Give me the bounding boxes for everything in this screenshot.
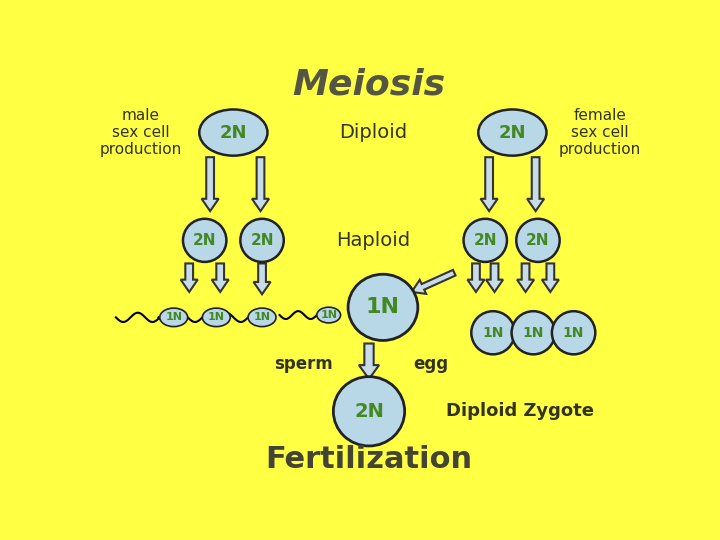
Text: 1N: 1N [366, 298, 400, 318]
FancyArrow shape [212, 264, 229, 292]
FancyArrow shape [181, 264, 198, 292]
Ellipse shape [348, 274, 418, 340]
Text: 2N: 2N [526, 233, 549, 248]
Ellipse shape [199, 110, 267, 156]
FancyArrow shape [412, 270, 456, 294]
Text: 2N: 2N [354, 402, 384, 421]
Text: 2N: 2N [220, 124, 247, 141]
Text: 2N: 2N [499, 124, 526, 141]
FancyArrow shape [359, 343, 379, 379]
Ellipse shape [472, 311, 515, 354]
Text: 1N: 1N [208, 312, 225, 322]
Text: 1N: 1N [563, 326, 585, 340]
Text: 2N: 2N [251, 233, 274, 248]
Ellipse shape [552, 311, 595, 354]
FancyArrow shape [202, 157, 219, 211]
Ellipse shape [516, 219, 559, 262]
Text: 2N: 2N [193, 233, 217, 248]
Ellipse shape [160, 308, 188, 327]
Text: female
sex cell
production: female sex cell production [559, 107, 641, 158]
FancyArrow shape [481, 157, 498, 211]
Ellipse shape [478, 110, 546, 156]
Text: 1N: 1N [523, 326, 544, 340]
Ellipse shape [183, 219, 226, 262]
Text: sperm: sperm [274, 355, 333, 373]
Ellipse shape [333, 377, 405, 446]
Text: 1N: 1N [320, 310, 337, 320]
Text: 1N: 1N [253, 312, 271, 322]
FancyArrow shape [542, 264, 559, 292]
Text: egg: egg [413, 355, 449, 373]
Ellipse shape [240, 219, 284, 262]
Text: Haploid: Haploid [336, 231, 410, 250]
Text: male
sex cell
production: male sex cell production [99, 107, 181, 158]
Ellipse shape [202, 308, 230, 327]
Text: Meiosis: Meiosis [292, 68, 446, 102]
Text: 2N: 2N [474, 233, 497, 248]
FancyArrow shape [517, 264, 534, 292]
FancyArrow shape [527, 157, 544, 211]
Ellipse shape [512, 311, 555, 354]
FancyArrow shape [467, 264, 485, 292]
Text: 1N: 1N [165, 312, 182, 322]
FancyArrow shape [253, 264, 271, 294]
Ellipse shape [317, 307, 341, 323]
Text: Diploid Zygote: Diploid Zygote [446, 402, 595, 420]
Ellipse shape [464, 219, 507, 262]
Text: Diploid: Diploid [339, 123, 407, 142]
Text: Fertilization: Fertilization [266, 446, 472, 474]
FancyArrow shape [252, 157, 269, 211]
Text: 1N: 1N [482, 326, 504, 340]
FancyArrow shape [486, 264, 503, 292]
Ellipse shape [248, 308, 276, 327]
